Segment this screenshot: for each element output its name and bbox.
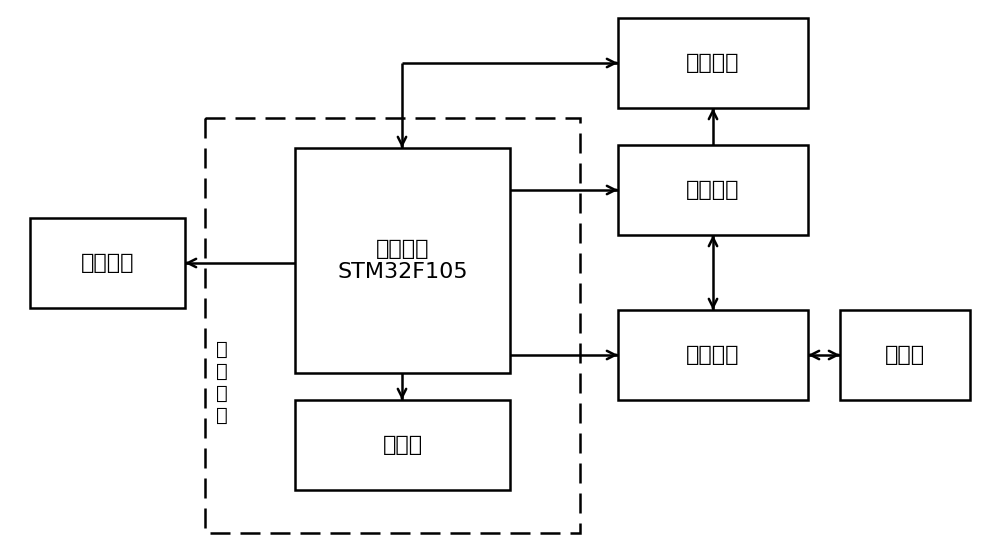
Text: 通信模块: 通信模块 <box>686 345 740 365</box>
Text: 报警模块: 报警模块 <box>81 253 134 273</box>
Text: 存储器: 存储器 <box>382 435 423 455</box>
Text: 上位机: 上位机 <box>885 345 925 365</box>
Bar <box>840 310 970 400</box>
Bar <box>618 145 808 235</box>
Text: 采集模块: 采集模块 <box>686 53 740 73</box>
Text: 电池模块: 电池模块 <box>686 180 740 200</box>
Text: 主
控
模
块: 主 控 模 块 <box>216 340 228 425</box>
Bar <box>295 400 510 490</box>
Bar <box>618 18 808 108</box>
Bar <box>295 148 510 373</box>
Bar <box>30 218 185 308</box>
Bar <box>618 310 808 400</box>
Text: 主控芯片
STM32F105: 主控芯片 STM32F105 <box>337 239 468 282</box>
Bar <box>205 118 580 533</box>
